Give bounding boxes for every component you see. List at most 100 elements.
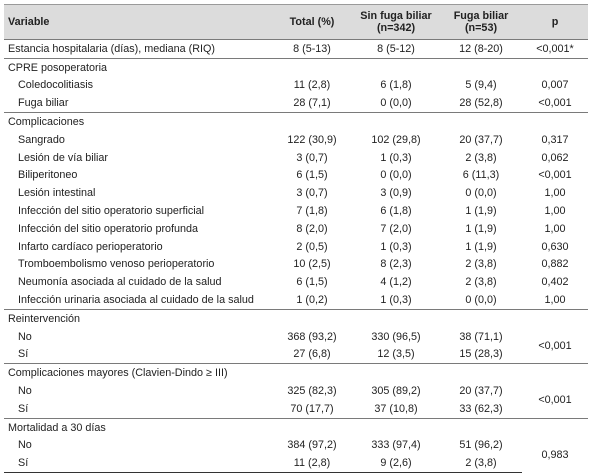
cell-total: 3 (0,7)	[296, 151, 328, 164]
table-row: Sangrado 122 (30,9) 102 (29,8) 20 (37,7)…	[4, 131, 588, 149]
table-row: No 368 (93,2) 330 (96,5) 38 (71,1) <0,00…	[4, 328, 588, 352]
cell-sin-fuga: 0 (0,0)	[380, 169, 412, 182]
cell-p-merged: <0,001	[538, 393, 572, 406]
cell-fuga: 2 (3,8)	[465, 151, 497, 164]
cell-fuga: 2 (3,8)	[440, 454, 522, 473]
section-label: CPRE posoperatoria	[4, 57, 272, 77]
cell-total: 3 (0,7)	[296, 187, 328, 200]
table-body: Estancia hospitalaria (días), mediana (R…	[4, 39, 588, 473]
row-label: Infección del sitio operatorio superfici…	[18, 205, 205, 218]
cell-total: 325 (82,3)	[287, 385, 337, 398]
cell-total: 28 (7,1)	[293, 97, 331, 110]
cell-sin-fuga: 4 (1,2)	[380, 276, 412, 289]
cell-fuga: 28 (52,8)	[459, 97, 503, 110]
cell-total: 27 (6,8)	[293, 348, 331, 361]
header-fuga: Fuga biliar (n=53)	[440, 4, 522, 40]
row-label: No	[18, 330, 32, 343]
cell-p: 0,007	[541, 79, 569, 92]
table-row: Infección del sitio operatorio superfici…	[4, 202, 588, 220]
cell-p: 0,402	[541, 276, 569, 289]
cell-fuga: 0 (0,0)	[465, 294, 497, 307]
cell-total: 384 (97,2)	[287, 439, 337, 452]
cell-fuga: 0 (0,0)	[465, 187, 497, 200]
cell-total: 8 (5-13)	[272, 39, 352, 59]
cell-total: 10 (2,5)	[293, 258, 331, 271]
table-row: Lesión intestinal 3 (0,7) 3 (0,9) 0 (0,0…	[4, 184, 588, 202]
cell-total: 122 (30,9)	[287, 133, 337, 146]
row-label: Sí	[4, 454, 272, 473]
cell-fuga: 5 (9,4)	[465, 79, 497, 92]
table-row: Neumonía asociada al cuidado de la salud…	[4, 273, 588, 291]
cell-sin-fuga: 3 (0,9)	[380, 187, 412, 200]
section-row: CPRE posoperatoria	[4, 57, 588, 77]
section-label: Complicaciones	[4, 112, 272, 131]
table-row: Sí 27 (6,8) 12 (3,5) 15 (28,3)	[4, 346, 588, 364]
row-label: No	[18, 385, 32, 398]
header-fuga-label: Fuga biliar	[453, 10, 509, 22]
header-fuga-n: (n=53)	[464, 22, 498, 34]
row-label: Coledocolitiasis	[18, 79, 94, 92]
section-label: Reintervención	[4, 308, 272, 328]
section-row: Complicaciones mayores (Clavien-Dindo ≥ …	[4, 363, 588, 383]
cell-sin-fuga: 102 (29,8)	[371, 133, 421, 146]
header-total: Total (%)	[272, 4, 352, 40]
cell-sin-fuga: 333 (97,4)	[371, 439, 421, 452]
table-row: Biliperitoneo 6 (1,5) 0 (0,0) 6 (11,3) <…	[4, 167, 588, 185]
cell-total: 11 (2,8)	[272, 454, 352, 473]
table-row: Tromboembolismo venoso perioperatorio 10…	[4, 256, 588, 274]
section-row: Reintervención	[4, 308, 588, 328]
cell-sin-fuga: 7 (2,0)	[380, 222, 412, 235]
row-label: Infección urinaria asociada al cuidado d…	[18, 294, 254, 307]
table-row: Fuga biliar 28 (7,1) 0 (0,0) 28 (52,8) <…	[4, 94, 588, 112]
cell-sin-fuga: 1 (0,3)	[380, 240, 412, 253]
table-row: No 325 (82,3) 305 (89,2) 20 (37,7) <0,00…	[4, 382, 588, 406]
results-table: Variable Total (%) Sin fuga biliar (n=34…	[4, 4, 588, 473]
cell-total: 6 (1,5)	[296, 169, 328, 182]
cell-fuga: 2 (3,8)	[465, 258, 497, 271]
cell-p-merged: <0,001	[538, 339, 572, 352]
row-label: Lesión intestinal	[18, 187, 96, 200]
row-label: Sí	[18, 348, 29, 361]
cell-total: 368 (93,2)	[287, 330, 337, 343]
cell-sin-fuga: 330 (96,5)	[371, 330, 421, 343]
section-label: Complicaciones mayores (Clavien-Dindo ≥ …	[4, 363, 272, 383]
row-label: Lesión de vía biliar	[18, 151, 109, 164]
cell-p: 1,00	[544, 294, 566, 307]
cell-p: <0,001	[538, 169, 572, 182]
row-label: Estancia hospitalaria (días), mediana (R…	[4, 39, 272, 59]
row-label: Neumonía asociada al cuidado de la salud	[18, 276, 222, 289]
cell-sin-fuga: 1 (0,3)	[380, 151, 412, 164]
cell-sin-fuga: 6 (1,8)	[380, 79, 412, 92]
cell-p: 0,317	[541, 133, 569, 146]
cell-sin-fuga: 1 (0,3)	[380, 294, 412, 307]
row-label: Infección del sitio operatorio profunda	[18, 222, 199, 235]
cell-p: 0,630	[541, 240, 569, 253]
cell-total: 6 (1,5)	[296, 276, 328, 289]
cell-total: 8 (2,0)	[296, 222, 328, 235]
cell-fuga: 38 (71,1)	[459, 330, 503, 343]
cell-fuga: 15 (28,3)	[459, 348, 503, 361]
table-row: Sí 70 (17,7) 37 (10,8) 33 (62,3)	[4, 400, 588, 418]
cell-sin-fuga: 12 (3,5)	[377, 348, 415, 361]
cell-fuga: 1 (1,9)	[465, 222, 497, 235]
cell-fuga: 1 (1,9)	[465, 205, 497, 218]
table-row: Lesión de vía biliar 3 (0,7) 1 (0,3) 2 (…	[4, 149, 588, 167]
row-label: Sangrado	[18, 133, 65, 146]
cell-p: <0,001	[538, 97, 572, 110]
cell-fuga: 12 (8-20)	[440, 39, 522, 59]
cell-sin-fuga: 0 (0,0)	[380, 97, 412, 110]
cell-fuga: 20 (37,7)	[459, 133, 503, 146]
cell-sin-fuga: 8 (2,3)	[380, 258, 412, 271]
cell-p: 1,00	[544, 205, 566, 218]
cell-total: 70 (17,7)	[290, 402, 334, 415]
table-row: No 384 (97,2) 333 (97,4) 51 (96,2) 0,983	[4, 437, 588, 460]
table-row: Infarto cardíaco perioperatorio 2 (0,5) …	[4, 238, 588, 256]
cell-total: 1 (0,2)	[296, 294, 328, 307]
cell-fuga: 1 (1,9)	[465, 240, 497, 253]
table-row: Estancia hospitalaria (días), mediana (R…	[4, 39, 588, 59]
row-label: Tromboembolismo venoso perioperatorio	[18, 258, 215, 271]
row-label: Fuga biliar	[18, 97, 69, 110]
cell-fuga: 33 (62,3)	[459, 402, 503, 415]
row-label: Infarto cardíaco perioperatorio	[18, 240, 163, 253]
